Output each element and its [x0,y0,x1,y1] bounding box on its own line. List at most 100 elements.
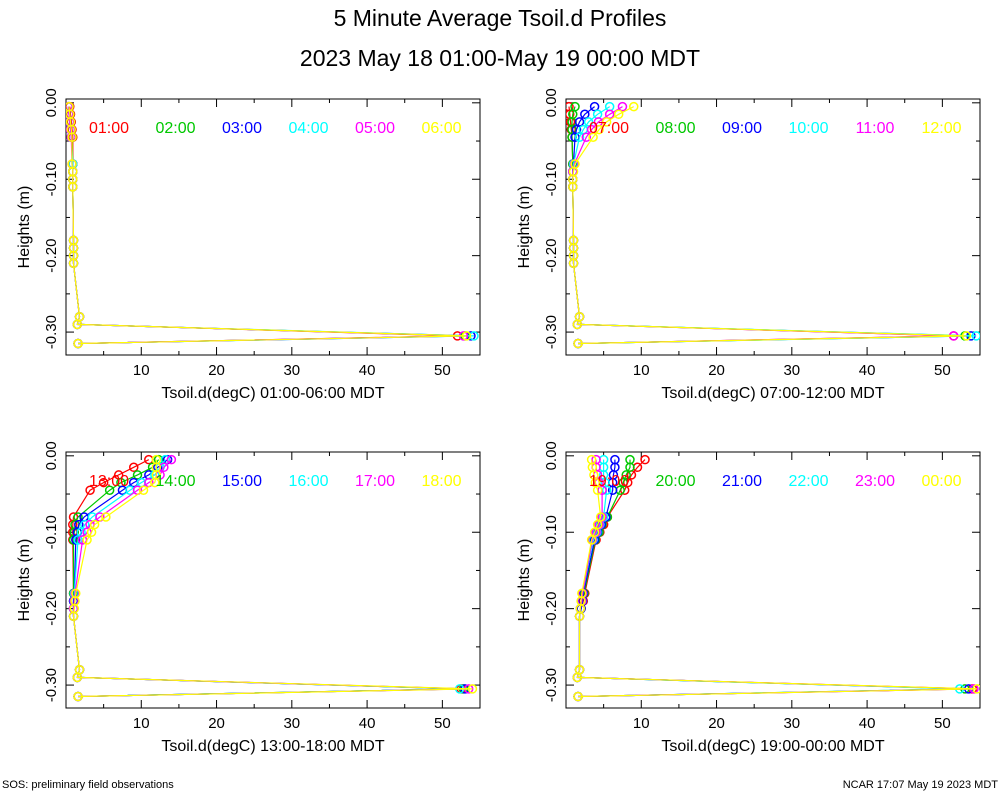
x-tick-label: 30 [283,715,300,732]
legend-label: 18:00 [421,473,461,490]
data-point [961,331,972,341]
data-point [581,132,592,142]
data-point [138,485,149,495]
series-line-12:00 [572,106,967,345]
data-point [86,527,97,537]
x-tick-label: 10 [133,715,150,732]
data-point [588,132,598,142]
y-tick-label: -0.30 [543,668,560,702]
y-tick-label: 0.00 [43,441,60,470]
x-tick-label: 30 [283,362,300,379]
x-tick-label: 20 [208,362,225,379]
series-line-10:00 [572,106,977,345]
series-line-11:00 [572,106,954,345]
data-point [68,182,78,192]
data-point [72,319,83,330]
data-point [640,454,650,465]
x-tick-label: 50 [434,715,451,732]
y-axis-label: Heights (m) [516,186,533,269]
series-line-17:00 [72,459,469,698]
data-point [85,485,95,495]
footer-left: SOS: preliminary field observations [2,779,174,791]
data-point [592,485,603,495]
x-tick-label: 30 [783,362,800,379]
data-point [73,691,83,702]
y-tick-label: -0.10 [543,515,560,549]
y-tick-label: 0.00 [43,88,60,117]
data-point [128,462,139,473]
legend-label: 08:00 [655,120,695,137]
legend-label: 04:00 [288,120,328,137]
data-point [461,331,472,341]
data-point [101,512,111,522]
data-point [132,470,143,480]
legend-label: 16:00 [288,473,328,490]
series-line-18:00 [72,459,473,698]
series-line-01:00 [69,106,458,345]
data-point [617,101,628,112]
data-point [972,684,980,694]
x-axis-label: Tsoil.d(degC) 01:00-06:00 MDT [161,385,384,402]
series-line-08:00 [571,106,965,345]
plot-area [572,454,980,702]
chart-panel-2: 10 20 30 40 50 0.00 -0.10 -0.20 -0.30 Tsoil.d(deg… [516,88,981,402]
plot-frame [565,451,981,709]
data-point [568,258,579,269]
chart-panel-4: 10 20 30 40 50 0.00 -0.10 -0.20 -0.30 Tsoil.d(deg… [516,441,981,755]
data-point [574,132,585,142]
x-tick-label: 30 [783,715,800,732]
series-line-05:00 [67,106,464,345]
data-point [150,477,160,488]
series-line-22:00 [576,459,960,698]
x-tick-label: 20 [708,715,725,732]
x-axis-label: Tsoil.d(degC) 07:00-12:00 MDT [661,385,884,402]
plot-frame [65,451,481,709]
data-point [625,462,635,473]
data-point [68,611,79,622]
plot-area [566,101,980,349]
y-tick-label: -0.10 [543,162,560,196]
y-tick-label: -0.10 [43,515,60,549]
legend-label: 09:00 [722,120,762,137]
data-point [586,535,597,545]
data-point [971,331,980,341]
legend-label: 23:00 [855,473,895,490]
x-tick-label: 10 [633,715,650,732]
plot-frame [65,98,481,356]
series-line-02:00 [68,106,465,345]
legend-label: 22:00 [788,473,828,490]
plot-area [66,101,479,349]
data-point [613,109,624,120]
y-axis-label: Heights (m) [16,539,33,622]
legend-label: 14:00 [155,473,195,490]
series-line-04:00 [67,106,475,345]
data-point [166,454,177,465]
data-point [104,485,115,495]
x-tick-label: 10 [633,362,650,379]
figure-title: 5 Minute Average Tsoil.d Profiles [334,5,667,31]
legend-label: 20:00 [655,473,695,490]
data-point [601,117,612,127]
y-tick-label: -0.20 [543,239,560,273]
legend-label: 12:00 [921,120,961,137]
y-tick-label: -0.20 [543,592,560,626]
series-line-06:00 [68,106,467,345]
footer-right: NCAR 17:07 May 19 2023 MDT [843,779,999,791]
legend-label: 03:00 [222,120,262,137]
data-point [572,319,583,330]
legend-label: 15:00 [222,473,262,490]
x-tick-label: 50 [434,362,451,379]
x-tick-label: 50 [934,715,951,732]
series-line-03:00 [67,106,472,345]
x-axis-label: Tsoil.d(degC) 19:00-00:00 MDT [661,738,884,755]
legend-label: 02:00 [155,120,195,137]
legend-label: 10:00 [788,120,828,137]
y-tick-label: -0.20 [43,239,60,273]
x-tick-label: 10 [133,362,150,379]
data-point [572,672,583,683]
legend-label: 17:00 [355,473,395,490]
data-point [98,477,109,488]
x-tick-label: 40 [859,362,876,379]
data-point [467,684,478,694]
